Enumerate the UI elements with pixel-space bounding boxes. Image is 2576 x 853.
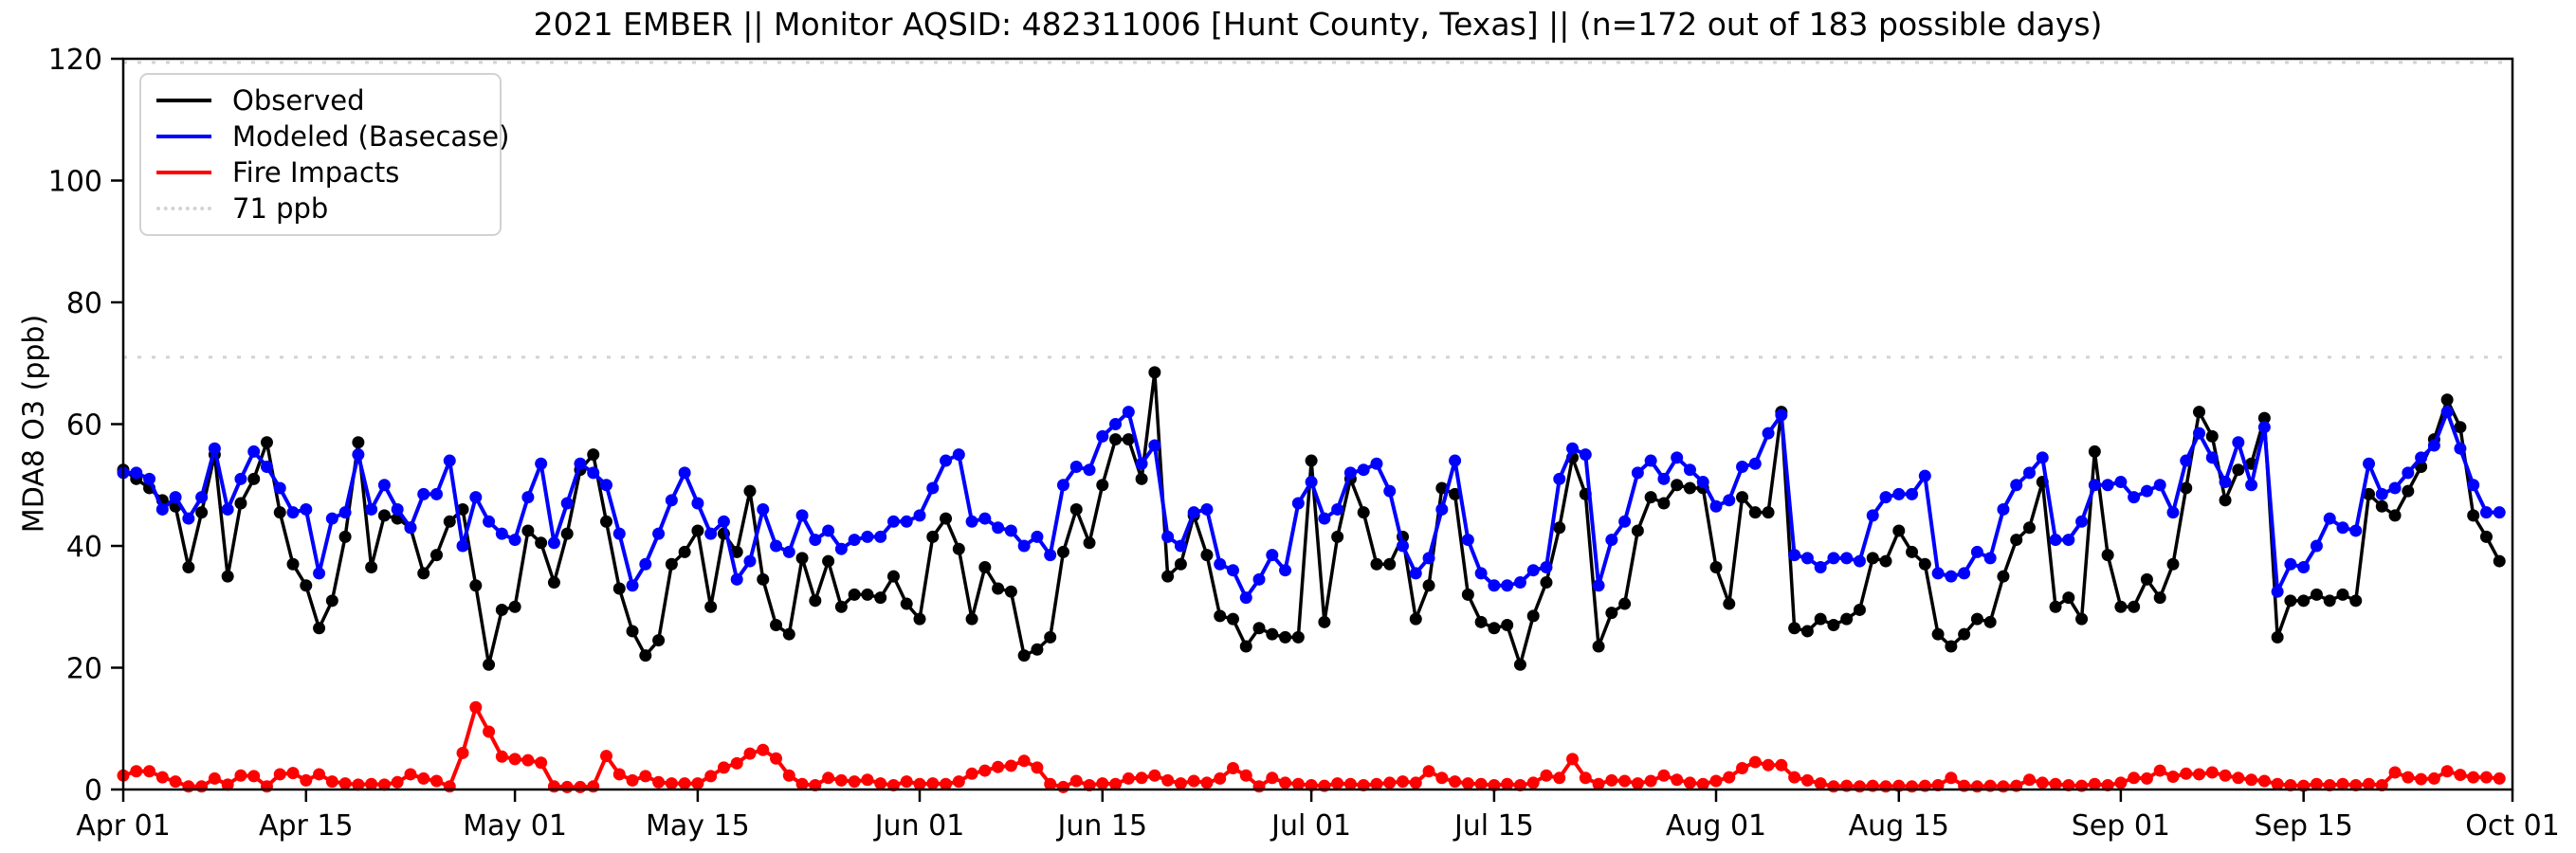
modeled-line: [123, 409, 2500, 600]
svg-text:40: 40: [66, 531, 102, 564]
svg-text:0: 0: [84, 774, 102, 808]
fire-impacts-markers: [117, 700, 2506, 793]
observed-line-swatch: [156, 99, 211, 102]
modeled-markers: [117, 406, 2506, 605]
svg-text:80: 80: [66, 287, 102, 320]
modeled-line-swatch: [156, 135, 211, 138]
svg-text:Aug 01: Aug 01: [1666, 809, 1766, 843]
legend-item-fire: Fire Impacts: [156, 156, 490, 189]
fire-line-swatch: [156, 171, 211, 174]
observed-line: [121, 371, 2501, 667]
svg-text:Jun 01: Jun 01: [873, 809, 965, 843]
legend: Observed Modeled (Basecase) Fire Impacts…: [139, 73, 509, 236]
svg-text:Jul 15: Jul 15: [1452, 809, 1534, 843]
svg-text:May 01: May 01: [463, 809, 567, 843]
x-axis-ticks: Apr 01 Apr 15 May 01 May 15 Jun 01 Jun 15 Jul …: [76, 789, 2560, 843]
svg-text:Oct 01: Oct 01: [2465, 809, 2560, 843]
svg-text:Sep 01: Sep 01: [2072, 809, 2170, 843]
svg-text:120: 120: [48, 44, 102, 77]
svg-text:Aug 15: Aug 15: [1849, 809, 1949, 843]
chart-title: 2021 EMBER || Monitor AQSID: 482311006 […: [533, 6, 2103, 43]
svg-text:Sep 15: Sep 15: [2255, 809, 2353, 843]
svg-text:May 15: May 15: [646, 809, 750, 843]
svg-text:20: 20: [66, 653, 102, 686]
legend-item-observed: Observed: [156, 84, 490, 117]
svg-text:Apr 01: Apr 01: [76, 809, 171, 843]
legend-label-observed: Observed: [232, 84, 365, 117]
threshold-dotted-swatch: [156, 207, 211, 210]
svg-text:100: 100: [48, 166, 102, 199]
legend-label-modeled: Modeled (Basecase): [232, 120, 510, 153]
svg-text:Jul 01: Jul 01: [1270, 809, 1351, 843]
legend-item-threshold: 71 ppb: [156, 192, 490, 225]
svg-text:60: 60: [66, 409, 102, 443]
svg-text:Apr 15: Apr 15: [259, 809, 354, 843]
legend-item-modeled: Modeled (Basecase): [156, 120, 509, 153]
svg-text:Jun 15: Jun 15: [1055, 809, 1147, 843]
legend-label-threshold: 71 ppb: [232, 192, 329, 225]
observed-markers: [117, 366, 2506, 671]
y-axis-ticks: 0 20 40 60 80 100 120: [48, 44, 123, 808]
legend-label-fire: Fire Impacts: [232, 156, 400, 189]
